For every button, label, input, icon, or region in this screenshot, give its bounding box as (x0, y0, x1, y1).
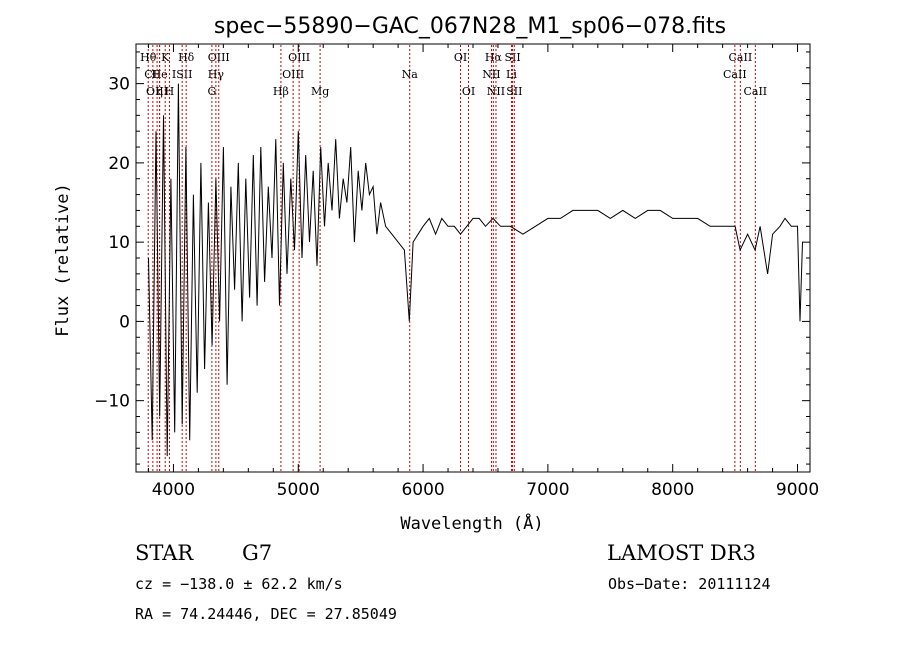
x-tick-label: 7000 (526, 480, 569, 500)
line-marker-label: CaII (723, 68, 747, 81)
y-axis: −10 0 10 20 30 (94, 51, 810, 465)
y-tick-label: −10 (94, 392, 130, 412)
y-tick-label: 0 (119, 312, 130, 332)
line-marker-label: Hθ (140, 51, 157, 64)
radial-velocity: cz = −138.0 ± 62.2 km/s (135, 575, 343, 593)
line-marker-label: CaII (743, 85, 767, 98)
line-marker-label: CaII (729, 51, 753, 64)
line-marker-label: SII (506, 85, 522, 98)
line-marker-label: NII (487, 85, 505, 98)
line-marker-label: ISII (172, 68, 193, 81)
line-marker-label: NII (482, 68, 500, 81)
line-marker-label: K (161, 51, 170, 64)
x-tick-label: 6000 (401, 480, 444, 500)
line-marker-label: OIII (208, 51, 230, 64)
line-marker-label: OIII (288, 51, 310, 64)
object-class: STAR (135, 541, 194, 565)
chart-title: spec−55890−GAC_067N28_M1_sp06−078.fits (214, 14, 726, 39)
x-axis: 4000 5000 6000 7000 8000 9000 (147, 44, 819, 500)
line-marker-label: OI (462, 85, 475, 98)
line-marker-label: Hα (485, 51, 503, 64)
x-tick-label: 5000 (277, 480, 320, 500)
line-marker-label: Na (402, 68, 419, 81)
line-marker-label: OIII (282, 68, 304, 81)
line-marker-label: OI (454, 51, 467, 64)
line-marker-label: Hδ (178, 51, 195, 64)
line-marker-label: G (207, 85, 216, 98)
line-marker-label: Hβ (273, 85, 289, 98)
line-marker-label: H (165, 85, 175, 98)
sky-coordinates: RA = 74.24446, DEC = 27.85049 (135, 605, 397, 623)
spectrum-layer (148, 83, 803, 457)
line-marker-label: Hγ (208, 68, 225, 81)
spectral-subclass: G7 (242, 541, 272, 565)
y-tick-label: 10 (108, 233, 130, 253)
survey-name: LAMOST DR3 (607, 541, 756, 565)
x-tick-label: 4000 (152, 480, 195, 500)
y-axis-label: Flux (relative) (53, 183, 73, 337)
x-axis-label: Wavelength (Å) (400, 512, 543, 534)
y-tick-label: 20 (108, 154, 130, 174)
plot-frame (135, 43, 811, 473)
line-marker-label: Li (506, 68, 517, 81)
line-marker-label: OIII (146, 85, 168, 98)
spectrum-series-line (148, 83, 803, 457)
y-tick-label: 30 (108, 75, 130, 95)
line-marker-label: η (156, 85, 163, 98)
x-tick-label: 8000 (651, 480, 694, 500)
line-marker-label: Mg (311, 85, 329, 98)
line-marker-label: SII (504, 51, 520, 64)
observation-date: Obs−Date: 20111124 (608, 575, 771, 593)
x-tick-label: 9000 (776, 480, 819, 500)
